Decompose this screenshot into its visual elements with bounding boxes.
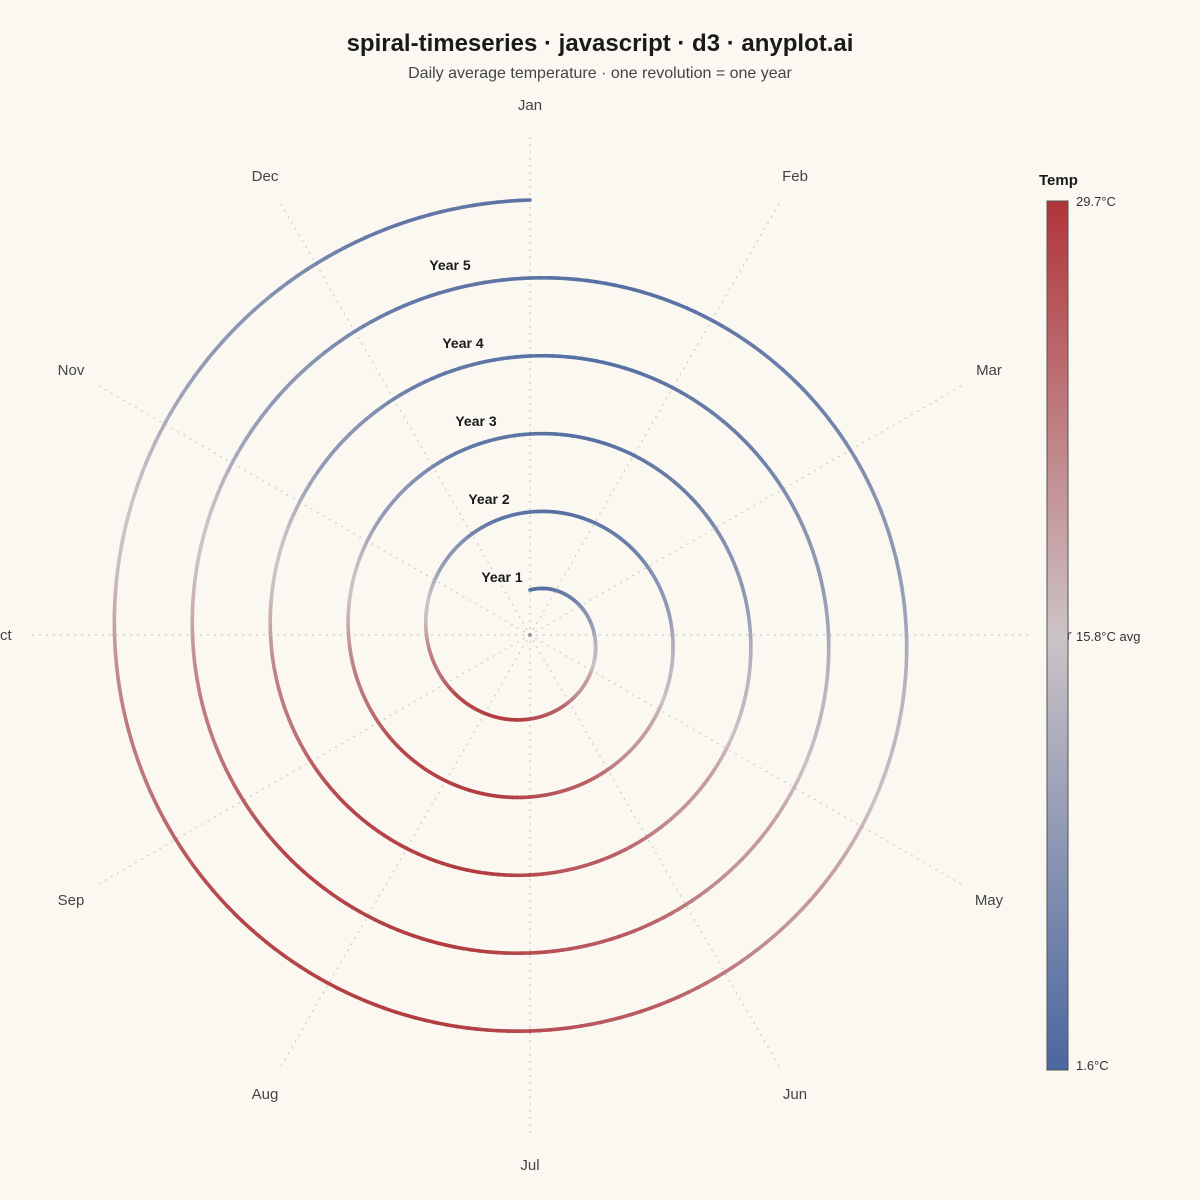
year-label-4: Year 4 — [442, 335, 483, 351]
year-label-1: Year 1 — [481, 569, 522, 585]
spoke-jun — [532, 639, 781, 1069]
spiral-center-dot — [528, 633, 532, 637]
colorbar-mid-label: 15.8°C avg — [1076, 629, 1140, 644]
chart-title: spiral-timeseries · javascript · d3 · an… — [347, 30, 854, 57]
colorbar-legend: Temp 29.7°C 15.8°C avg 1.6°C — [1039, 172, 1140, 1073]
spoke-nov — [96, 384, 526, 633]
month-label-nov: Nov — [58, 362, 85, 379]
spoke-mar — [534, 384, 964, 633]
spoke-dec — [279, 201, 528, 631]
month-labels: JanFebMarAprMayJunJulAugSepOctNovDec — [0, 97, 1072, 1174]
colorbar-title: Temp — [1039, 172, 1078, 189]
spoke-aug — [279, 639, 528, 1069]
month-label-jul: Jul — [520, 1157, 539, 1174]
spoke-feb — [532, 201, 781, 631]
month-label-jan: Jan — [518, 97, 542, 114]
spoke-may — [534, 637, 964, 886]
year-labels: Year 1 Year 2 Year 3 Year 4 Year 5 — [429, 257, 522, 585]
colorbar-max-label: 29.7°C — [1076, 194, 1116, 209]
spiral-series — [112, 198, 909, 1033]
month-label-jun: Jun — [783, 1086, 807, 1103]
year-label-5: Year 5 — [429, 257, 470, 273]
month-label-feb: Feb — [782, 168, 808, 185]
month-spokes — [30, 135, 1030, 1135]
chart-subtitle: Daily average temperature · one revoluti… — [408, 65, 792, 82]
month-label-mar: Mar — [976, 362, 1002, 379]
month-label-dec: Dec — [252, 168, 279, 185]
month-label-may: May — [975, 892, 1004, 909]
colorbar-min-label: 1.6°C — [1076, 1058, 1109, 1073]
month-label-oct: Oct — [0, 627, 12, 644]
colorbar — [1046, 200, 1069, 1071]
month-label-sep: Sep — [58, 892, 85, 909]
year-label-2: Year 2 — [468, 491, 509, 507]
year-label-3: Year 3 — [455, 413, 496, 429]
month-label-aug: Aug — [252, 1086, 279, 1103]
